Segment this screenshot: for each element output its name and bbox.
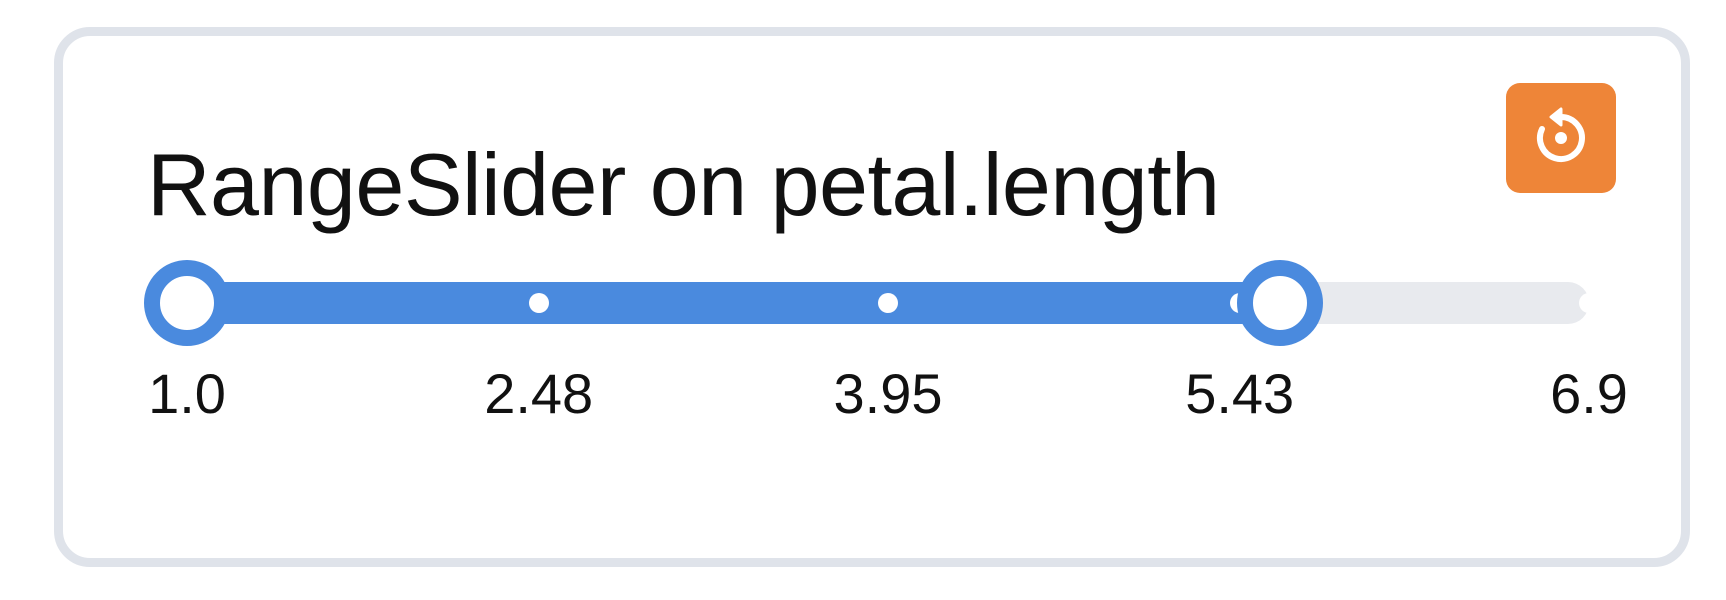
- slider-tick-mark: [878, 293, 898, 313]
- slider-tick-label: 1.0: [148, 362, 226, 425]
- reset-icon: [1537, 107, 1585, 162]
- slider-tick-label: 3.95: [833, 362, 943, 425]
- slider-tick-label: 2.48: [484, 362, 594, 425]
- reset-button[interactable]: [1506, 83, 1616, 193]
- slider-tick-label: 6.9: [1550, 362, 1628, 425]
- slider-tick-label: 5.43: [1185, 362, 1295, 425]
- slider-tick-mark: [1579, 293, 1599, 313]
- slider-handle-high[interactable]: [1237, 260, 1324, 346]
- slider-tick-mark: [528, 293, 549, 313]
- slider-selected-range: [166, 282, 1302, 324]
- range-slider[interactable]: [144, 260, 1602, 346]
- widget-title: RangeSlider on petal.length: [147, 135, 1220, 234]
- slider-handle-low[interactable]: [144, 260, 230, 346]
